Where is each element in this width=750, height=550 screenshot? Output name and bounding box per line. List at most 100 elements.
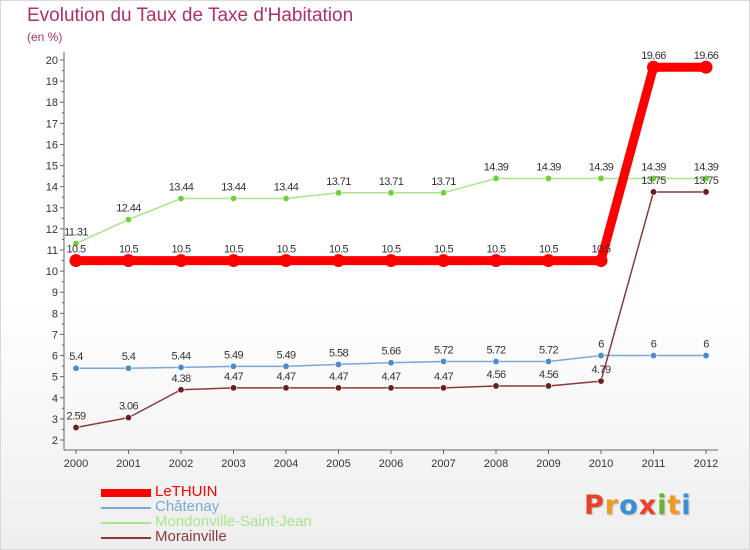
logo-letter: r [604,490,620,521]
legend-swatch [101,537,151,539]
data-point [332,254,345,268]
data-label: 13.44 [221,182,246,194]
data-label: 10.5 [276,244,295,256]
data-label: 10.5 [224,244,243,256]
data-label: 13.71 [431,176,456,188]
data-label: 10.5 [66,244,85,256]
data-point [699,60,713,74]
data-label: 10.5 [119,244,138,256]
data-point [230,384,238,392]
data-point [702,352,710,360]
logo-letter: i [681,490,692,521]
data-point [387,189,395,197]
data-label: 10.5 [381,244,400,256]
data-label: 13.71 [379,176,404,188]
data-label: 4.47 [276,371,295,383]
data-label: 14.39 [536,161,561,173]
data-point [492,382,500,390]
data-label: 10.5 [434,244,453,256]
data-point [177,195,185,203]
y-tick-label: 8 [52,308,58,320]
data-point [439,189,447,197]
data-point [437,254,450,268]
y-tick-label: 6 [52,351,58,363]
data-label: 13.75 [694,175,719,187]
data-point [439,357,447,365]
x-tick-label: 2004 [274,458,298,470]
data-label: 5.72 [486,344,505,356]
data-label: 19.66 [641,50,666,62]
data-point [597,174,605,182]
proxiti-logo: Proxiti [584,490,692,521]
x-tick-label: 2011 [642,458,666,470]
data-point [492,357,500,365]
x-tick-label: 2012 [694,458,718,470]
legend-item: Châtenay [101,498,361,515]
x-tick-label: 2001 [116,458,140,470]
y-tick-label: 5 [52,372,58,384]
data-point [230,362,238,370]
data-point [282,384,290,392]
y-tick-label: 13 [46,203,58,215]
data-label: 13.44 [169,182,194,194]
legend-label: Mondonville-Saint-Jean [155,513,312,530]
x-tick-label: 2010 [589,458,613,470]
y-tick-label: 3 [52,414,58,426]
data-point [334,189,342,197]
data-label: 6 [598,339,604,351]
data-label: 14.39 [694,161,719,173]
data-label: 14.39 [641,161,666,173]
data-point [125,364,133,372]
legend-swatch [101,507,151,509]
data-point [649,174,657,182]
data-point [702,188,710,196]
x-tick-label: 2009 [536,458,560,470]
data-label: 4.38 [171,373,190,385]
data-point [492,174,500,182]
data-label: 5.44 [171,350,190,362]
data-point [489,254,503,268]
legend-label: Châtenay [155,498,220,515]
data-point [649,188,657,196]
data-point [387,384,395,392]
data-label: 12.44 [116,203,141,215]
y-tick-label: 10 [46,266,58,278]
data-point [72,239,80,247]
chart-legend: LeTHUIN Châtenay Mondonville-Saint-Jean … [101,483,361,545]
x-tick-label: 2000 [64,458,88,470]
data-point [702,174,710,182]
data-point [177,386,185,394]
data-point [597,352,605,360]
data-label: 5.72 [434,344,453,356]
data-label: 4.47 [381,371,400,383]
data-point [544,357,552,365]
data-point [439,384,447,392]
data-label: 14.39 [484,161,509,173]
data-point [597,377,605,385]
y-tick-label: 4 [52,393,58,405]
y-tick-label: 16 [46,139,58,151]
data-point [334,384,342,392]
legend-label: LeTHUIN [155,483,218,500]
data-label: 4.47 [224,371,243,383]
data-label: 10.5 [329,244,348,256]
data-point [279,254,293,268]
data-label: 3.06 [119,401,138,413]
data-label: 6 [651,339,657,351]
data-label: 5.4 [122,351,136,363]
data-point [177,363,185,371]
data-point [282,195,290,203]
x-tick-label: 2007 [431,458,455,470]
legend-item: LeTHUIN [101,483,361,500]
data-label: 4.47 [434,371,453,383]
data-point [72,424,80,432]
data-point [125,414,133,422]
data-point [594,254,608,268]
data-point [542,254,555,268]
y-tick-label: 15 [46,161,58,173]
data-label: 13.44 [274,182,299,194]
data-point [647,60,660,74]
data-label: 10.5 [171,244,190,256]
y-tick-label: 17 [46,118,58,130]
